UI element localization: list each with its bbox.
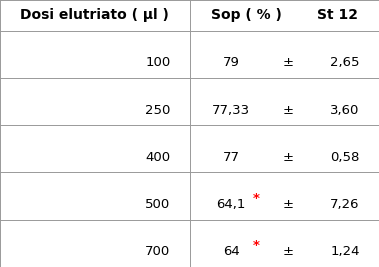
Text: ±: ± xyxy=(282,198,294,211)
Text: ±: ± xyxy=(282,104,294,117)
Text: 700: 700 xyxy=(145,245,171,258)
Text: 500: 500 xyxy=(145,198,171,211)
Text: 79: 79 xyxy=(223,56,240,69)
Text: 64: 64 xyxy=(223,245,240,258)
Text: 100: 100 xyxy=(145,56,171,69)
Text: ±: ± xyxy=(282,245,294,258)
Text: 1,24: 1,24 xyxy=(330,245,360,258)
Text: 400: 400 xyxy=(146,151,171,164)
Text: Sop ( % ): Sop ( % ) xyxy=(211,8,282,22)
Text: 0,58: 0,58 xyxy=(330,151,360,164)
Text: 77: 77 xyxy=(223,151,240,164)
Text: *: * xyxy=(252,239,259,252)
Text: ±: ± xyxy=(282,56,294,69)
Text: 250: 250 xyxy=(145,104,171,117)
Text: ±: ± xyxy=(282,151,294,164)
Text: 64,1: 64,1 xyxy=(216,198,246,211)
Text: Dosi elutriato ( μl ): Dosi elutriato ( μl ) xyxy=(20,8,169,22)
Text: 77,33: 77,33 xyxy=(212,104,250,117)
Text: St 12: St 12 xyxy=(317,8,358,22)
Text: 7,26: 7,26 xyxy=(330,198,360,211)
Text: *: * xyxy=(252,192,259,205)
Text: 3,60: 3,60 xyxy=(330,104,360,117)
Text: 2,65: 2,65 xyxy=(330,56,360,69)
